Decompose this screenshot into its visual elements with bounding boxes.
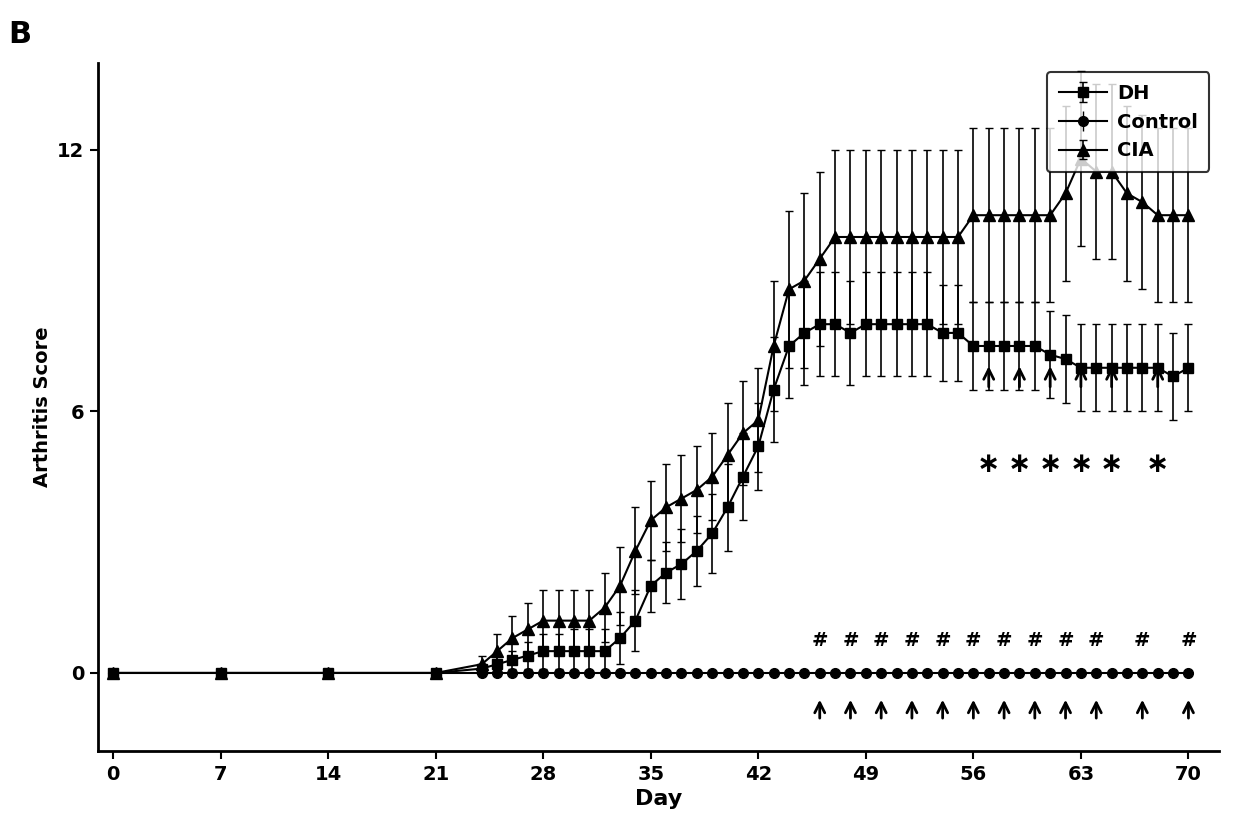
Text: #: # (1135, 631, 1151, 650)
Text: #: # (996, 631, 1012, 650)
Text: #: # (965, 631, 982, 650)
Y-axis label: Arthritis Score: Arthritis Score (32, 327, 52, 487)
Text: #: # (1027, 631, 1043, 650)
Text: ∗: ∗ (1008, 450, 1032, 478)
Text: #: # (1180, 631, 1197, 650)
Text: #: # (842, 631, 859, 650)
Text: B: B (7, 20, 31, 49)
Text: #: # (1087, 631, 1105, 650)
Text: ∗: ∗ (1069, 450, 1092, 478)
Text: ∗: ∗ (977, 450, 1001, 478)
Legend: DH, Control, CIA: DH, Control, CIA (1047, 72, 1209, 172)
Text: #: # (1058, 631, 1074, 650)
Text: ∗: ∗ (1039, 450, 1061, 478)
Text: ∗: ∗ (1146, 450, 1169, 478)
Text: #: # (904, 631, 920, 650)
Text: #: # (811, 631, 828, 650)
Text: #: # (873, 631, 889, 650)
Text: #: # (935, 631, 951, 650)
Text: ∗: ∗ (1100, 450, 1123, 478)
X-axis label: Day: Day (635, 789, 682, 809)
